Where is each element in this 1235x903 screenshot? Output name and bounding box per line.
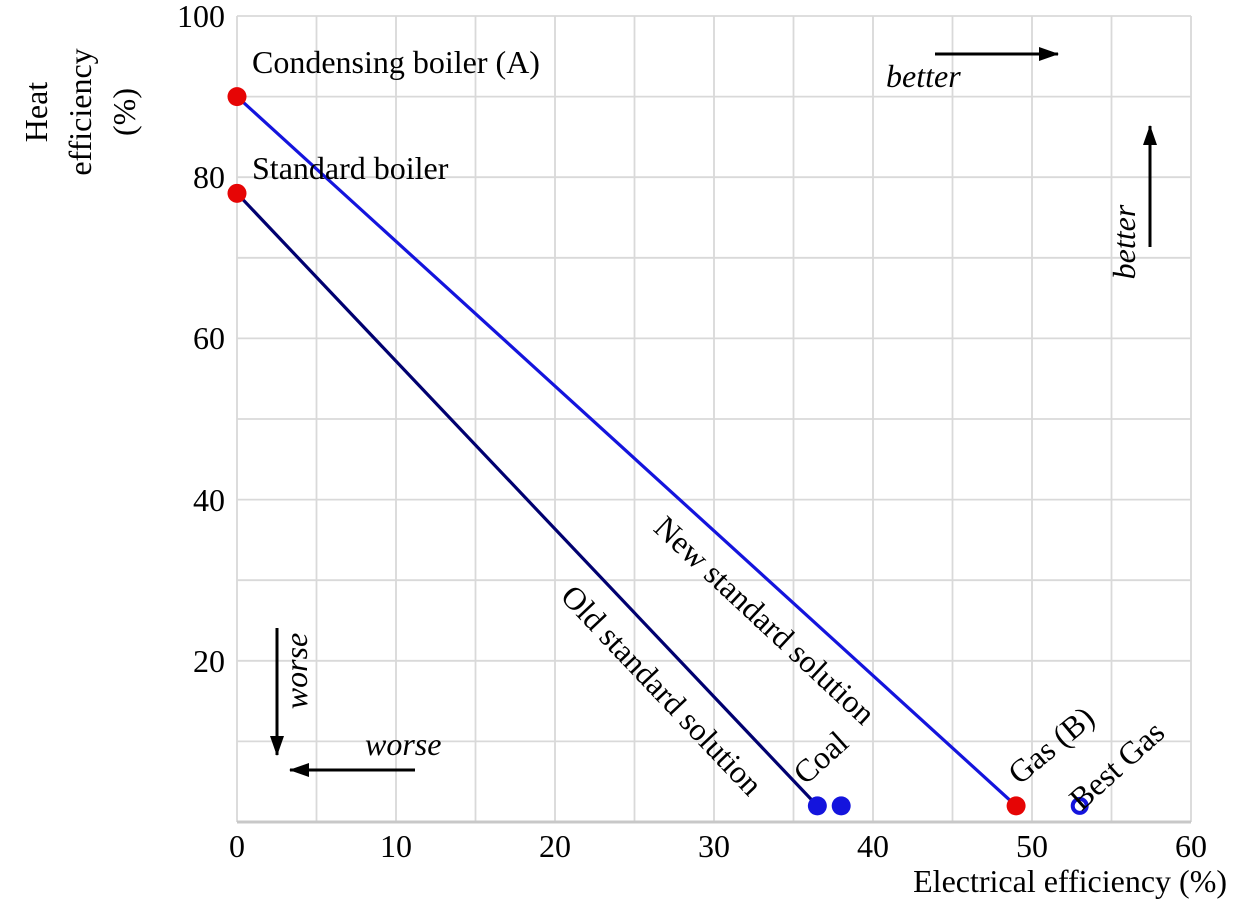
y-tick-label: 60 bbox=[193, 320, 225, 357]
label-better-right-text: better bbox=[886, 58, 961, 94]
point-best-gas bbox=[1070, 796, 1089, 815]
y-tick-label: 40 bbox=[193, 481, 225, 518]
y-tick-label: 80 bbox=[193, 159, 225, 196]
line-old-standard-solution bbox=[235, 192, 819, 807]
x-tick-label: 20 bbox=[539, 828, 571, 864]
line-new-standard-solution bbox=[235, 95, 1018, 808]
x-tick-label: 10 bbox=[380, 828, 412, 864]
point-gas-b bbox=[1006, 796, 1026, 816]
x-tick-label: 30 bbox=[698, 828, 730, 864]
y-tick-label: 100 bbox=[177, 0, 225, 34]
label-condensing-boiler-a: Condensing boiler (A) bbox=[252, 44, 540, 80]
point-coal-2 bbox=[831, 796, 851, 816]
label-worse-left-text: worse bbox=[365, 726, 442, 762]
y-axis-title-line2: efficiency bbox=[62, 48, 98, 176]
data-points bbox=[227, 87, 1089, 816]
data-lines bbox=[235, 95, 1018, 808]
x-axis-title: Electrical efficiency (%) bbox=[913, 863, 1227, 899]
y-axis-title-line1: Heat bbox=[18, 81, 54, 143]
x-tick-label: 40 bbox=[857, 828, 889, 864]
gridlines bbox=[236, 15, 1192, 824]
y-tick-label: 20 bbox=[193, 642, 225, 679]
direction-arrows bbox=[270, 47, 1157, 777]
x-tick-label: 60 bbox=[1175, 828, 1207, 864]
x-tick-label: 50 bbox=[1016, 828, 1048, 864]
point-standard-boiler bbox=[227, 183, 247, 203]
point-coal bbox=[807, 796, 827, 816]
label-better-up-text: better bbox=[1106, 204, 1142, 280]
label-worse-down-text: worse bbox=[278, 632, 314, 710]
point-condensing-boiler-a bbox=[227, 87, 247, 107]
x-tick-label: 0 bbox=[229, 828, 245, 864]
label-standard-boiler: Standard boiler bbox=[252, 150, 449, 186]
